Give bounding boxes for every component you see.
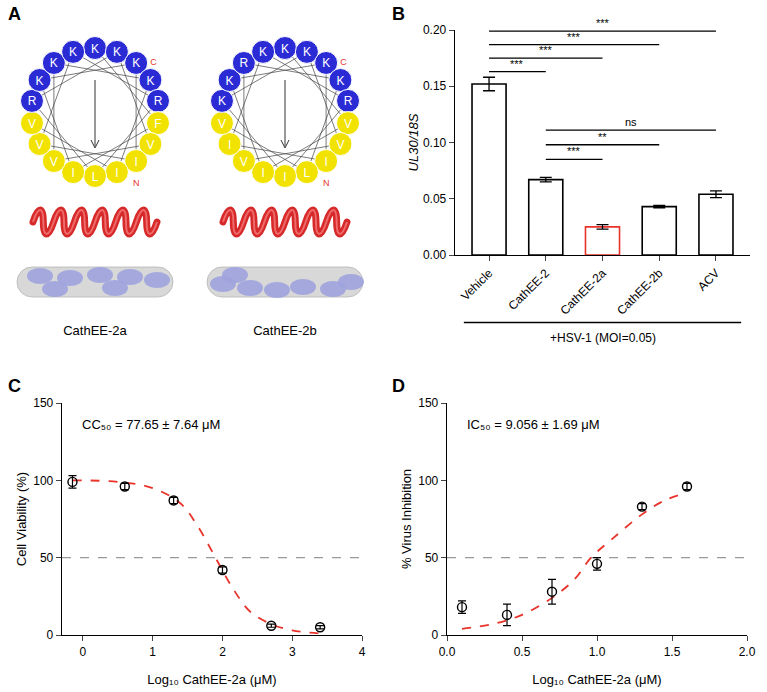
svg-text:V: V xyxy=(344,117,352,131)
html-text:A: A xyxy=(8,4,21,24)
svg-text:V: V xyxy=(240,155,248,169)
svg-text:0.10: 0.10 xyxy=(423,136,447,150)
svg-text:150: 150 xyxy=(33,396,53,410)
svg-text:K: K xyxy=(226,74,234,88)
svg-text:I: I xyxy=(115,166,118,180)
svg-text:1: 1 xyxy=(149,645,156,659)
svg-text:3: 3 xyxy=(289,645,296,659)
svg-text:0.0: 0.0 xyxy=(439,645,456,659)
svg-text:ns: ns xyxy=(625,116,637,128)
svg-text:0.20: 0.20 xyxy=(423,23,447,37)
svg-text:V: V xyxy=(36,138,44,152)
svg-text:L: L xyxy=(92,170,99,184)
svg-text:***: *** xyxy=(567,31,581,43)
svg-text:Vehicle: Vehicle xyxy=(458,266,495,303)
svg-text:N: N xyxy=(133,178,140,188)
svg-text:K: K xyxy=(281,42,289,56)
svg-text:CathEE-2: CathEE-2 xyxy=(505,266,552,313)
svg-text:K: K xyxy=(146,74,154,88)
svg-text:C: C xyxy=(340,57,347,67)
svg-text:K: K xyxy=(50,56,58,70)
svg-text:% Virus Inhibition: % Virus Inhibition xyxy=(399,469,414,569)
svg-text:0.00: 0.00 xyxy=(423,248,447,262)
svg-text:I: I xyxy=(134,155,137,169)
svg-text:I: I xyxy=(228,138,231,152)
svg-text:2.0: 2.0 xyxy=(739,645,756,659)
svg-text:K: K xyxy=(91,42,99,56)
svg-text:150: 150 xyxy=(418,396,438,410)
svg-text:V: V xyxy=(28,117,36,131)
svg-text:V: V xyxy=(146,138,154,152)
svg-text:I: I xyxy=(283,170,286,184)
svg-text:0: 0 xyxy=(432,628,439,642)
svg-text:I: I xyxy=(324,155,327,169)
svg-text:I: I xyxy=(261,166,264,180)
svg-text:100: 100 xyxy=(33,474,53,488)
svg-text:R: R xyxy=(28,94,37,108)
svg-text:0.05: 0.05 xyxy=(423,192,447,206)
svg-text:N: N xyxy=(323,178,330,188)
svg-text:***: *** xyxy=(539,44,553,56)
svg-text:K: K xyxy=(218,94,226,108)
svg-text:UL30/18S: UL30/18S xyxy=(406,113,421,171)
svg-text:50: 50 xyxy=(40,551,54,565)
svg-text:50: 50 xyxy=(425,551,439,565)
svg-text:F: F xyxy=(154,117,161,131)
svg-text:L: L xyxy=(304,166,311,180)
svg-text:1.5: 1.5 xyxy=(664,645,681,659)
svg-text:V: V xyxy=(336,138,344,152)
svg-text:K: K xyxy=(132,56,140,70)
html-text:B: B xyxy=(392,4,405,24)
svg-text:0.5: 0.5 xyxy=(514,645,531,659)
svg-text:K: K xyxy=(303,45,311,59)
svg-text:CathEE-2b: CathEE-2b xyxy=(253,323,317,338)
svg-text:K: K xyxy=(336,74,344,88)
svg-text:***: *** xyxy=(510,58,524,70)
svg-text:***: *** xyxy=(567,145,581,157)
svg-text:***: *** xyxy=(596,17,610,29)
svg-text:K: K xyxy=(36,74,44,88)
svg-text:CathEE-2a: CathEE-2a xyxy=(557,266,609,318)
svg-text:1.0: 1.0 xyxy=(589,645,606,659)
svg-text:R: R xyxy=(154,94,163,108)
svg-text:CathEE-2b: CathEE-2b xyxy=(614,266,666,318)
svg-text:ACV: ACV xyxy=(695,266,722,293)
svg-text:Cell Viability (%): Cell Viability (%) xyxy=(14,472,29,566)
svg-text:CC₅₀ = 77.65 ± 7.64 μM: CC₅₀ = 77.65 ± 7.64 μM xyxy=(82,417,220,432)
svg-text:0: 0 xyxy=(47,628,54,642)
html-text:C: C xyxy=(8,376,21,396)
svg-text:R: R xyxy=(344,94,353,108)
svg-text:I: I xyxy=(71,166,74,180)
svg-text:CathEE-2a: CathEE-2a xyxy=(63,323,127,338)
html-text:D: D xyxy=(392,376,405,396)
svg-text:K: K xyxy=(113,45,121,59)
svg-text:Log₁₀ CathEE-2a (μM): Log₁₀ CathEE-2a (μM) xyxy=(147,672,276,687)
svg-text:V: V xyxy=(218,117,226,131)
svg-text:R: R xyxy=(240,56,249,70)
svg-text:0.15: 0.15 xyxy=(423,79,447,93)
svg-text:2: 2 xyxy=(219,645,226,659)
svg-text:Log₁₀ CathEE-2a (μM): Log₁₀ CathEE-2a (μM) xyxy=(532,672,661,687)
svg-text:K: K xyxy=(69,45,77,59)
svg-text:K: K xyxy=(259,45,267,59)
svg-text:100: 100 xyxy=(418,474,438,488)
svg-text:+HSV-1 (MOI=0.05): +HSV-1 (MOI=0.05) xyxy=(550,331,656,345)
svg-text:C: C xyxy=(150,57,157,67)
svg-text:K: K xyxy=(322,56,330,70)
svg-text:4: 4 xyxy=(359,645,366,659)
svg-text:V: V xyxy=(50,155,58,169)
svg-text:IC₅₀ = 9.056 ± 1.69 μM: IC₅₀ = 9.056 ± 1.69 μM xyxy=(467,417,600,432)
svg-text:0: 0 xyxy=(80,645,87,659)
svg-text:**: ** xyxy=(598,131,607,143)
